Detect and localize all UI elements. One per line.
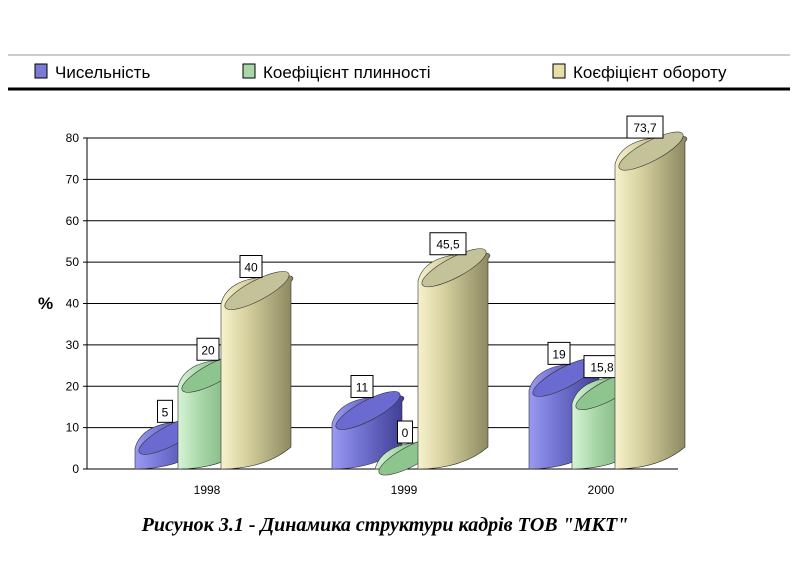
data-label-box-0-2 xyxy=(547,341,571,365)
data-label-box-2-1 xyxy=(429,232,467,256)
y-tick-label-6: 60 xyxy=(66,214,80,228)
data-label-1-2: 15,8 xyxy=(590,361,614,375)
data-label-box-1-0 xyxy=(196,337,220,361)
legend-label-0: Чисельність xyxy=(55,63,150,82)
bar-2-1 xyxy=(417,252,491,470)
data-label-0-1: 11 xyxy=(356,380,369,394)
data-label-box-2-0 xyxy=(239,255,263,278)
y-tick-label-2: 20 xyxy=(66,379,80,393)
x-tick-label-0: 1998 xyxy=(194,483,221,497)
bar-2-2 xyxy=(614,135,688,470)
legend-swatch-0 xyxy=(34,63,48,79)
data-label-2-0: 40 xyxy=(244,261,258,275)
data-label-0-0: 5 xyxy=(162,405,169,419)
bar-top-2-0 xyxy=(224,271,290,310)
data-label-2-1: 45,5 xyxy=(436,238,460,252)
legend-swatch-2 xyxy=(552,63,566,79)
data-label-box-1-1 xyxy=(397,420,413,444)
bar-2-0 xyxy=(220,274,294,470)
data-label-1-0: 20 xyxy=(201,343,215,357)
y-axis-label: % xyxy=(38,294,53,313)
y-tick-label-1: 10 xyxy=(66,421,80,435)
y-tick-label-7: 70 xyxy=(66,172,80,186)
y-tick-label-8: 80 xyxy=(66,131,80,145)
legend: Чисельність Коефіцієнт плинності Коєфіці… xyxy=(8,54,790,91)
y-tick-label-5: 50 xyxy=(66,255,80,269)
legend-swatch-1 xyxy=(242,63,256,79)
legend-label-1: Коефіцієнт плинності xyxy=(263,63,431,82)
x-tick-label-2: 2000 xyxy=(588,483,615,497)
y-tick-label-0: 0 xyxy=(72,462,79,476)
data-label-box-0-0 xyxy=(157,399,173,423)
legend-label-2: Коєфіцієнт обороту xyxy=(573,63,727,82)
data-label-box-0-1 xyxy=(350,374,374,398)
bar-top-0-1 xyxy=(335,391,401,430)
y-tick-label-3: 30 xyxy=(66,338,80,352)
data-label-box-2-2 xyxy=(626,115,664,139)
data-label-2-2: 73,7 xyxy=(633,121,657,135)
x-tick-label-1: 1999 xyxy=(391,483,418,497)
y-tick-label-4: 40 xyxy=(66,297,80,311)
figure-caption: Рисунок 3.1 - Динамика структури кадрів … xyxy=(141,514,629,536)
data-label-0-2: 19 xyxy=(552,347,566,361)
plot-area: 0 10 20 30 40 50 60 70 80 1998 5 20 40 1999 11 0 45,5 200… xyxy=(66,115,688,497)
bar-top-2-2 xyxy=(618,131,684,171)
bar-top-2-1 xyxy=(421,248,487,288)
data-label-1-1: 0 xyxy=(402,426,409,440)
